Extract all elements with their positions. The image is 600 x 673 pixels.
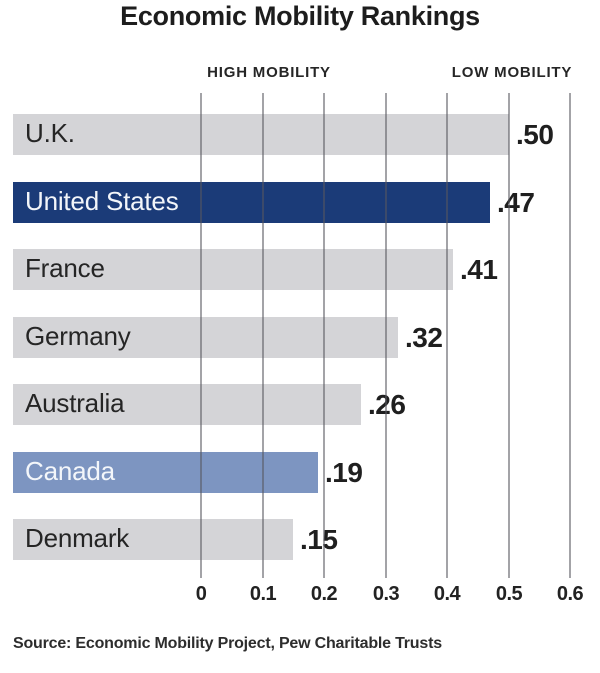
bar-country-label: Australia xyxy=(25,388,125,418)
bar-denmark: Denmark xyxy=(13,519,293,560)
bar-value-label: .19 xyxy=(325,456,363,488)
bar-value-label: .50 xyxy=(516,118,554,150)
gridline-0.1 xyxy=(262,93,264,578)
x-tick-label: 0.1 xyxy=(249,583,277,605)
bar-canada: Canada xyxy=(13,452,318,493)
bar-country-label: U.K. xyxy=(25,118,75,148)
x-tick-label: 0.3 xyxy=(372,583,400,605)
high-mobility-label: HIGH MOBILITY xyxy=(207,64,331,81)
gridline-0.2 xyxy=(323,93,325,578)
bar-country-label: Canada xyxy=(25,456,115,486)
bar-country-label: United States xyxy=(25,186,179,216)
bar-value-label: .32 xyxy=(405,321,443,353)
bar-united-states: United States xyxy=(13,182,490,223)
source-note: Source: Economic Mobility Project, Pew C… xyxy=(13,635,442,652)
bar-country-label: Germany xyxy=(25,321,131,351)
x-tick-label: 0 xyxy=(195,583,207,605)
x-tick-label: 0.5 xyxy=(495,583,523,605)
gridline-0.5 xyxy=(508,93,510,578)
x-tick-label: 0.4 xyxy=(433,583,461,605)
gridline-0.4 xyxy=(446,93,448,578)
bar-country-label: France xyxy=(25,253,105,283)
bar-australia: Australia xyxy=(13,384,361,425)
bar-value-label: .15 xyxy=(300,523,338,555)
gridline-0.3 xyxy=(385,93,387,578)
bar-country-label: Denmark xyxy=(25,523,130,553)
bar-value-label: .47 xyxy=(497,186,535,218)
gridline-0 xyxy=(200,93,202,578)
bar-value-label: .41 xyxy=(460,253,498,285)
bar-france: France xyxy=(13,249,453,290)
x-tick-label: 0.2 xyxy=(310,583,338,605)
x-tick-label: 0.6 xyxy=(556,583,584,605)
bar-u-k: U.K. xyxy=(13,114,509,155)
chart-title: Economic Mobility Rankings xyxy=(120,1,480,31)
bar-germany: Germany xyxy=(13,317,398,358)
gridline-0.6 xyxy=(569,93,571,578)
low-mobility-label: LOW MOBILITY xyxy=(451,64,573,81)
